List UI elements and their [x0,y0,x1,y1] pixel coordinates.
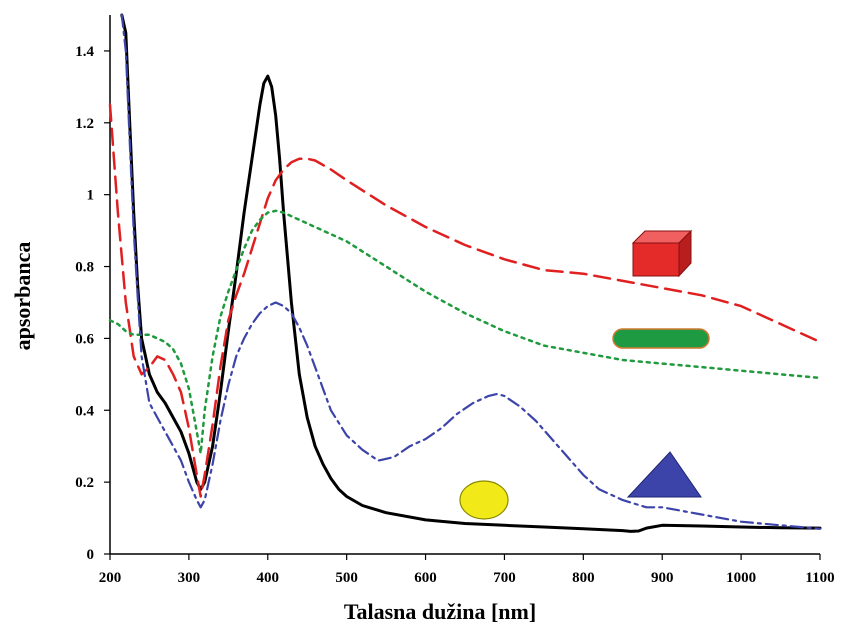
x-tick-label: 800 [572,570,595,586]
x-tick-label: 400 [257,570,280,586]
x-tick-label: 1000 [726,570,756,586]
y-tick-label: 1.4 [75,44,94,60]
x-axis-title: Talasna dužina [nm] [344,599,536,624]
series-line-circle [120,13,822,533]
x-tick-label: 600 [414,570,437,586]
y-tick-label: 0.2 [75,475,94,491]
x-tick-label: 1100 [805,570,834,586]
triangle-marker [626,451,702,498]
cube-front-face [632,242,680,277]
x-tick-label: 300 [178,570,201,586]
y-tick-label: 0.6 [75,331,94,347]
shape-markers [459,229,710,520]
x-tick-label: 700 [493,570,516,586]
y-axis-title: apsorbanca [10,242,35,351]
series-line-cube [108,103,822,498]
series-lines [108,13,822,533]
axis-ticks: 200 300 400 500 600 700 800 900 1000 1100 0 0.2 0.4 0… [75,44,834,586]
y-tick-label: 0.8 [75,260,94,276]
x-tick-label: 500 [335,570,358,586]
y-tick-label: 0 [87,547,95,563]
rod-marker [612,328,710,349]
series-line-triangle [120,13,822,530]
x-tick-label: 900 [651,570,674,586]
y-tick-label: 0.4 [75,403,94,419]
x-tick-label: 200 [99,570,122,586]
series-line-rod [108,209,822,455]
sphere-marker [459,480,509,520]
y-tick-label: 1.2 [75,116,94,132]
y-tick-label: 1 [87,188,95,204]
cube-marker [631,229,693,278]
axes: Talasna dužina [nm] apsorbanca [10,15,820,624]
